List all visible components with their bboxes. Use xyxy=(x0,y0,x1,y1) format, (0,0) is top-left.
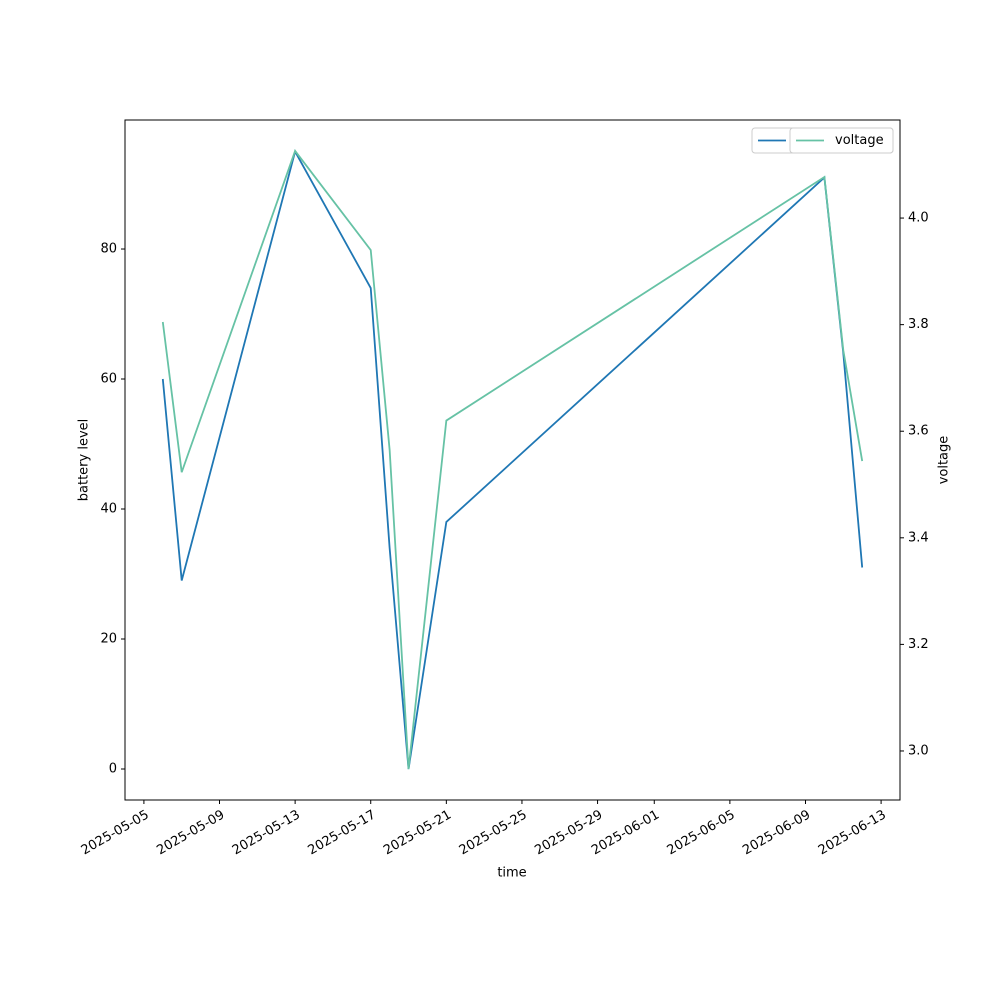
y-tick-label: 0 xyxy=(109,761,117,776)
legend-label: voltage xyxy=(835,133,884,148)
x-axis-label: time xyxy=(497,866,526,881)
y-tick-label: 20 xyxy=(100,632,117,647)
y-tick-label: 40 xyxy=(100,502,117,517)
y-tick-label: 80 xyxy=(100,242,117,257)
legend-box xyxy=(789,127,894,154)
y2-tick-label: 3.6 xyxy=(908,424,929,439)
y2-tick-label: 3.8 xyxy=(908,317,929,332)
y2-axis-label: voltage xyxy=(937,436,952,485)
y2-tick-label: 3.2 xyxy=(908,637,929,652)
series-line xyxy=(161,149,864,770)
legend: voltage xyxy=(789,127,894,154)
y2-tick-label: 3.0 xyxy=(908,743,929,758)
y2-tick-label: 3.4 xyxy=(908,530,929,545)
y-axis-label: battery level xyxy=(77,419,92,502)
y2-tick-label: 4.0 xyxy=(908,211,929,226)
plot-frame xyxy=(124,119,901,801)
y-tick-label: 60 xyxy=(100,372,117,387)
